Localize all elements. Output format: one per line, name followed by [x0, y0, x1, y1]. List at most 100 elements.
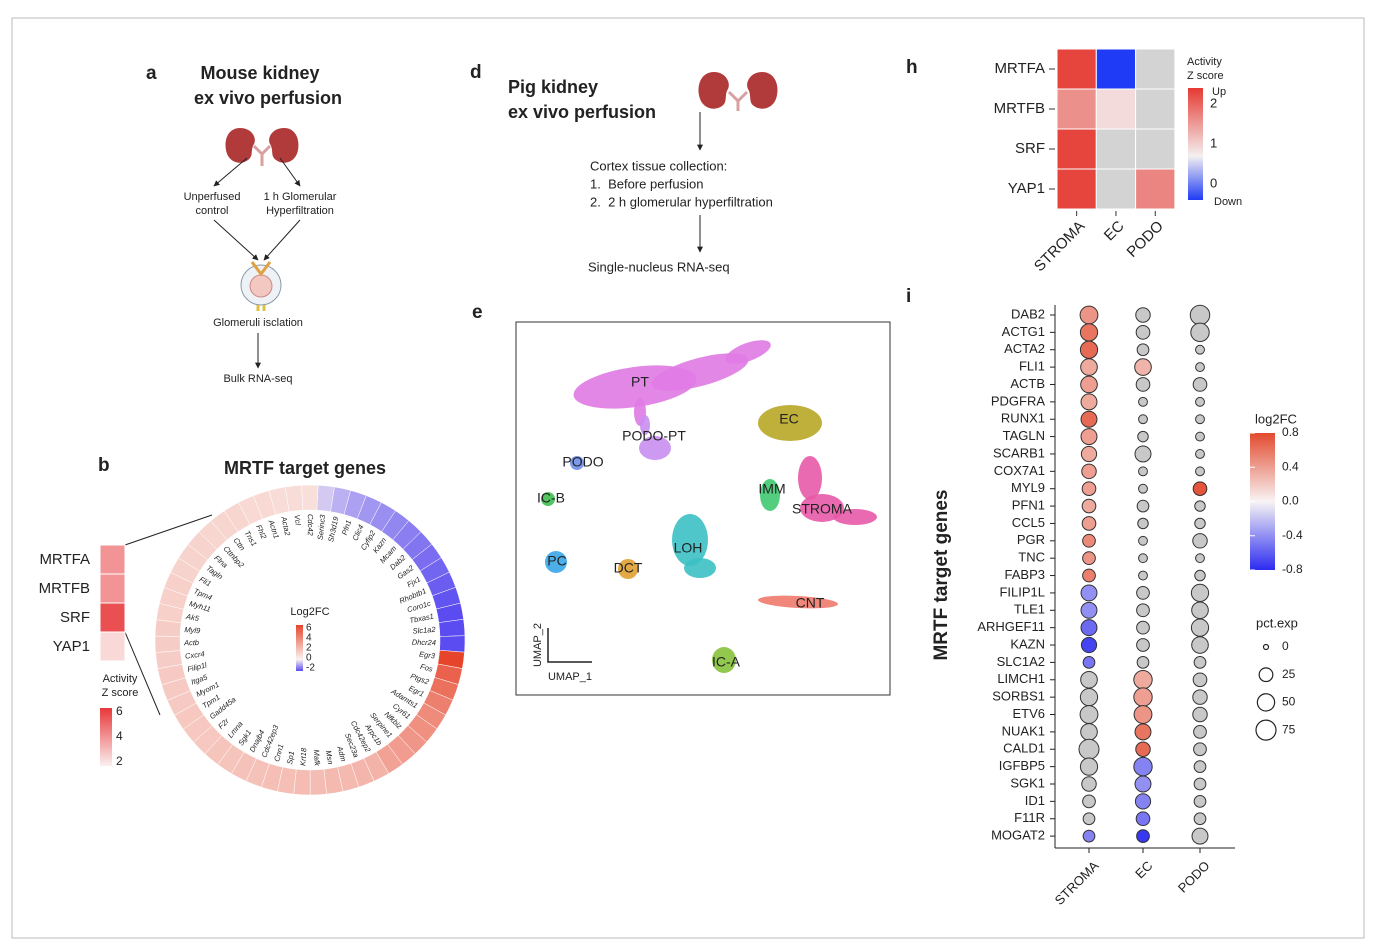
dot [1079, 757, 1099, 776]
row-label: YAP1 [53, 638, 90, 655]
gene-label: ACTG1 [1002, 324, 1045, 339]
legend-tick-label: 2 [306, 643, 312, 654]
dot [1081, 463, 1097, 480]
legend-tick-label: 0 [1282, 639, 1289, 653]
dot [1193, 656, 1207, 669]
gene-label: Dhcr24 [412, 638, 436, 648]
gene-label: FILIP1L [999, 584, 1045, 599]
panel-label: b [98, 455, 110, 476]
dot [1136, 638, 1150, 652]
gene-label: Tbxas1 [409, 612, 435, 625]
panel-title: Mouse kidney [200, 63, 319, 83]
dot [1195, 449, 1205, 459]
dot [1134, 723, 1152, 741]
dot [1136, 656, 1150, 669]
row-label: MRTFB [994, 100, 1045, 117]
row-label: SRF [1015, 140, 1045, 157]
dot [1081, 516, 1097, 531]
step-label: Glomeruli isclation [213, 317, 303, 329]
gene-label: ARHGEF11 [977, 619, 1045, 634]
gene-label: ID1 [1025, 793, 1045, 808]
dot [1080, 393, 1098, 411]
dot [1190, 583, 1210, 603]
panel-title: Pig kidney [508, 77, 598, 97]
arrow [213, 157, 248, 187]
cluster-blob [760, 479, 780, 511]
colorbar [296, 625, 303, 671]
cluster-blob [541, 492, 555, 506]
legend-tick-label: -0.4 [1282, 528, 1303, 542]
dot [1135, 307, 1151, 323]
heatmap-cell [1056, 168, 1097, 210]
gene-label: TLE1 [1014, 602, 1045, 617]
row-label: SRF [60, 609, 90, 626]
dot [1194, 500, 1206, 512]
row-label: YAP1 [1008, 180, 1045, 197]
row-label: MRTFA [39, 551, 90, 568]
dot [1138, 483, 1148, 494]
heatmap-cell [1056, 88, 1097, 130]
legend-tick-label: 0.8 [1282, 425, 1299, 439]
gene-label: FLI1 [1019, 359, 1045, 374]
gene-label: F11R [1014, 810, 1045, 825]
legend-label: Up [1212, 86, 1226, 98]
dot [1190, 618, 1210, 637]
step-label: 1. Before perfusion [590, 176, 703, 191]
gene-label: PDGFRA [991, 393, 1046, 408]
cluster-blob [639, 436, 671, 460]
cluster-label: DCT [614, 560, 643, 576]
gene-label: Fos [419, 662, 434, 674]
legend-tick-label: 6 [116, 704, 123, 718]
dot [1195, 414, 1205, 425]
legend-tick-label: 50 [1282, 695, 1296, 709]
dot [1136, 620, 1150, 635]
axis-label: UMAP_2 [532, 623, 544, 667]
dot [1138, 535, 1148, 546]
heatmap-cell [1095, 48, 1137, 90]
gene-label: MOGAT2 [991, 828, 1045, 843]
dot [1135, 377, 1151, 392]
arrow [213, 219, 259, 261]
cluster-label: IC-B [537, 490, 565, 506]
ring-segment [154, 635, 181, 653]
gene-label: Myl9 [184, 625, 201, 635]
dot [1082, 794, 1096, 809]
gene-label: COX7A1 [994, 463, 1045, 478]
dot [1193, 777, 1207, 791]
dot [1193, 795, 1207, 808]
heatmap-cell [1095, 128, 1137, 170]
dot [1080, 619, 1098, 637]
heatmap-cell [99, 602, 126, 633]
gene-label: FABP3 [1005, 567, 1045, 582]
arrow [279, 157, 301, 187]
cluster-blob [798, 456, 822, 500]
dot [1080, 584, 1098, 602]
dot [1195, 344, 1205, 355]
dot [1080, 445, 1098, 463]
gene-label: SORBS1 [992, 689, 1045, 704]
connector [124, 514, 213, 546]
glomerulus-icon [240, 261, 282, 311]
heatmap-cell [1135, 168, 1176, 210]
gene-label: Actb [183, 638, 199, 647]
heatmap-cell [99, 544, 126, 575]
dot [1138, 466, 1148, 477]
legend-tick-label: 2 [1210, 95, 1217, 110]
colorbar [100, 708, 112, 766]
heatmap-cell [1056, 128, 1097, 170]
dot [1082, 656, 1096, 669]
legend-tick-label: 1 [1210, 135, 1217, 150]
gene-label: KAZN [1010, 636, 1045, 651]
gene-label: SCARB1 [993, 445, 1045, 460]
dot [1195, 466, 1205, 477]
dot [1134, 445, 1152, 463]
dot [1136, 586, 1150, 600]
dot [1081, 481, 1097, 497]
dot [1190, 322, 1210, 343]
heatmap-cell [1135, 88, 1176, 130]
umap-axes [547, 628, 592, 663]
dot [1134, 358, 1152, 376]
ring-segment [439, 635, 466, 653]
legend-tick-label: 0 [1210, 175, 1217, 190]
dot [1080, 723, 1098, 741]
